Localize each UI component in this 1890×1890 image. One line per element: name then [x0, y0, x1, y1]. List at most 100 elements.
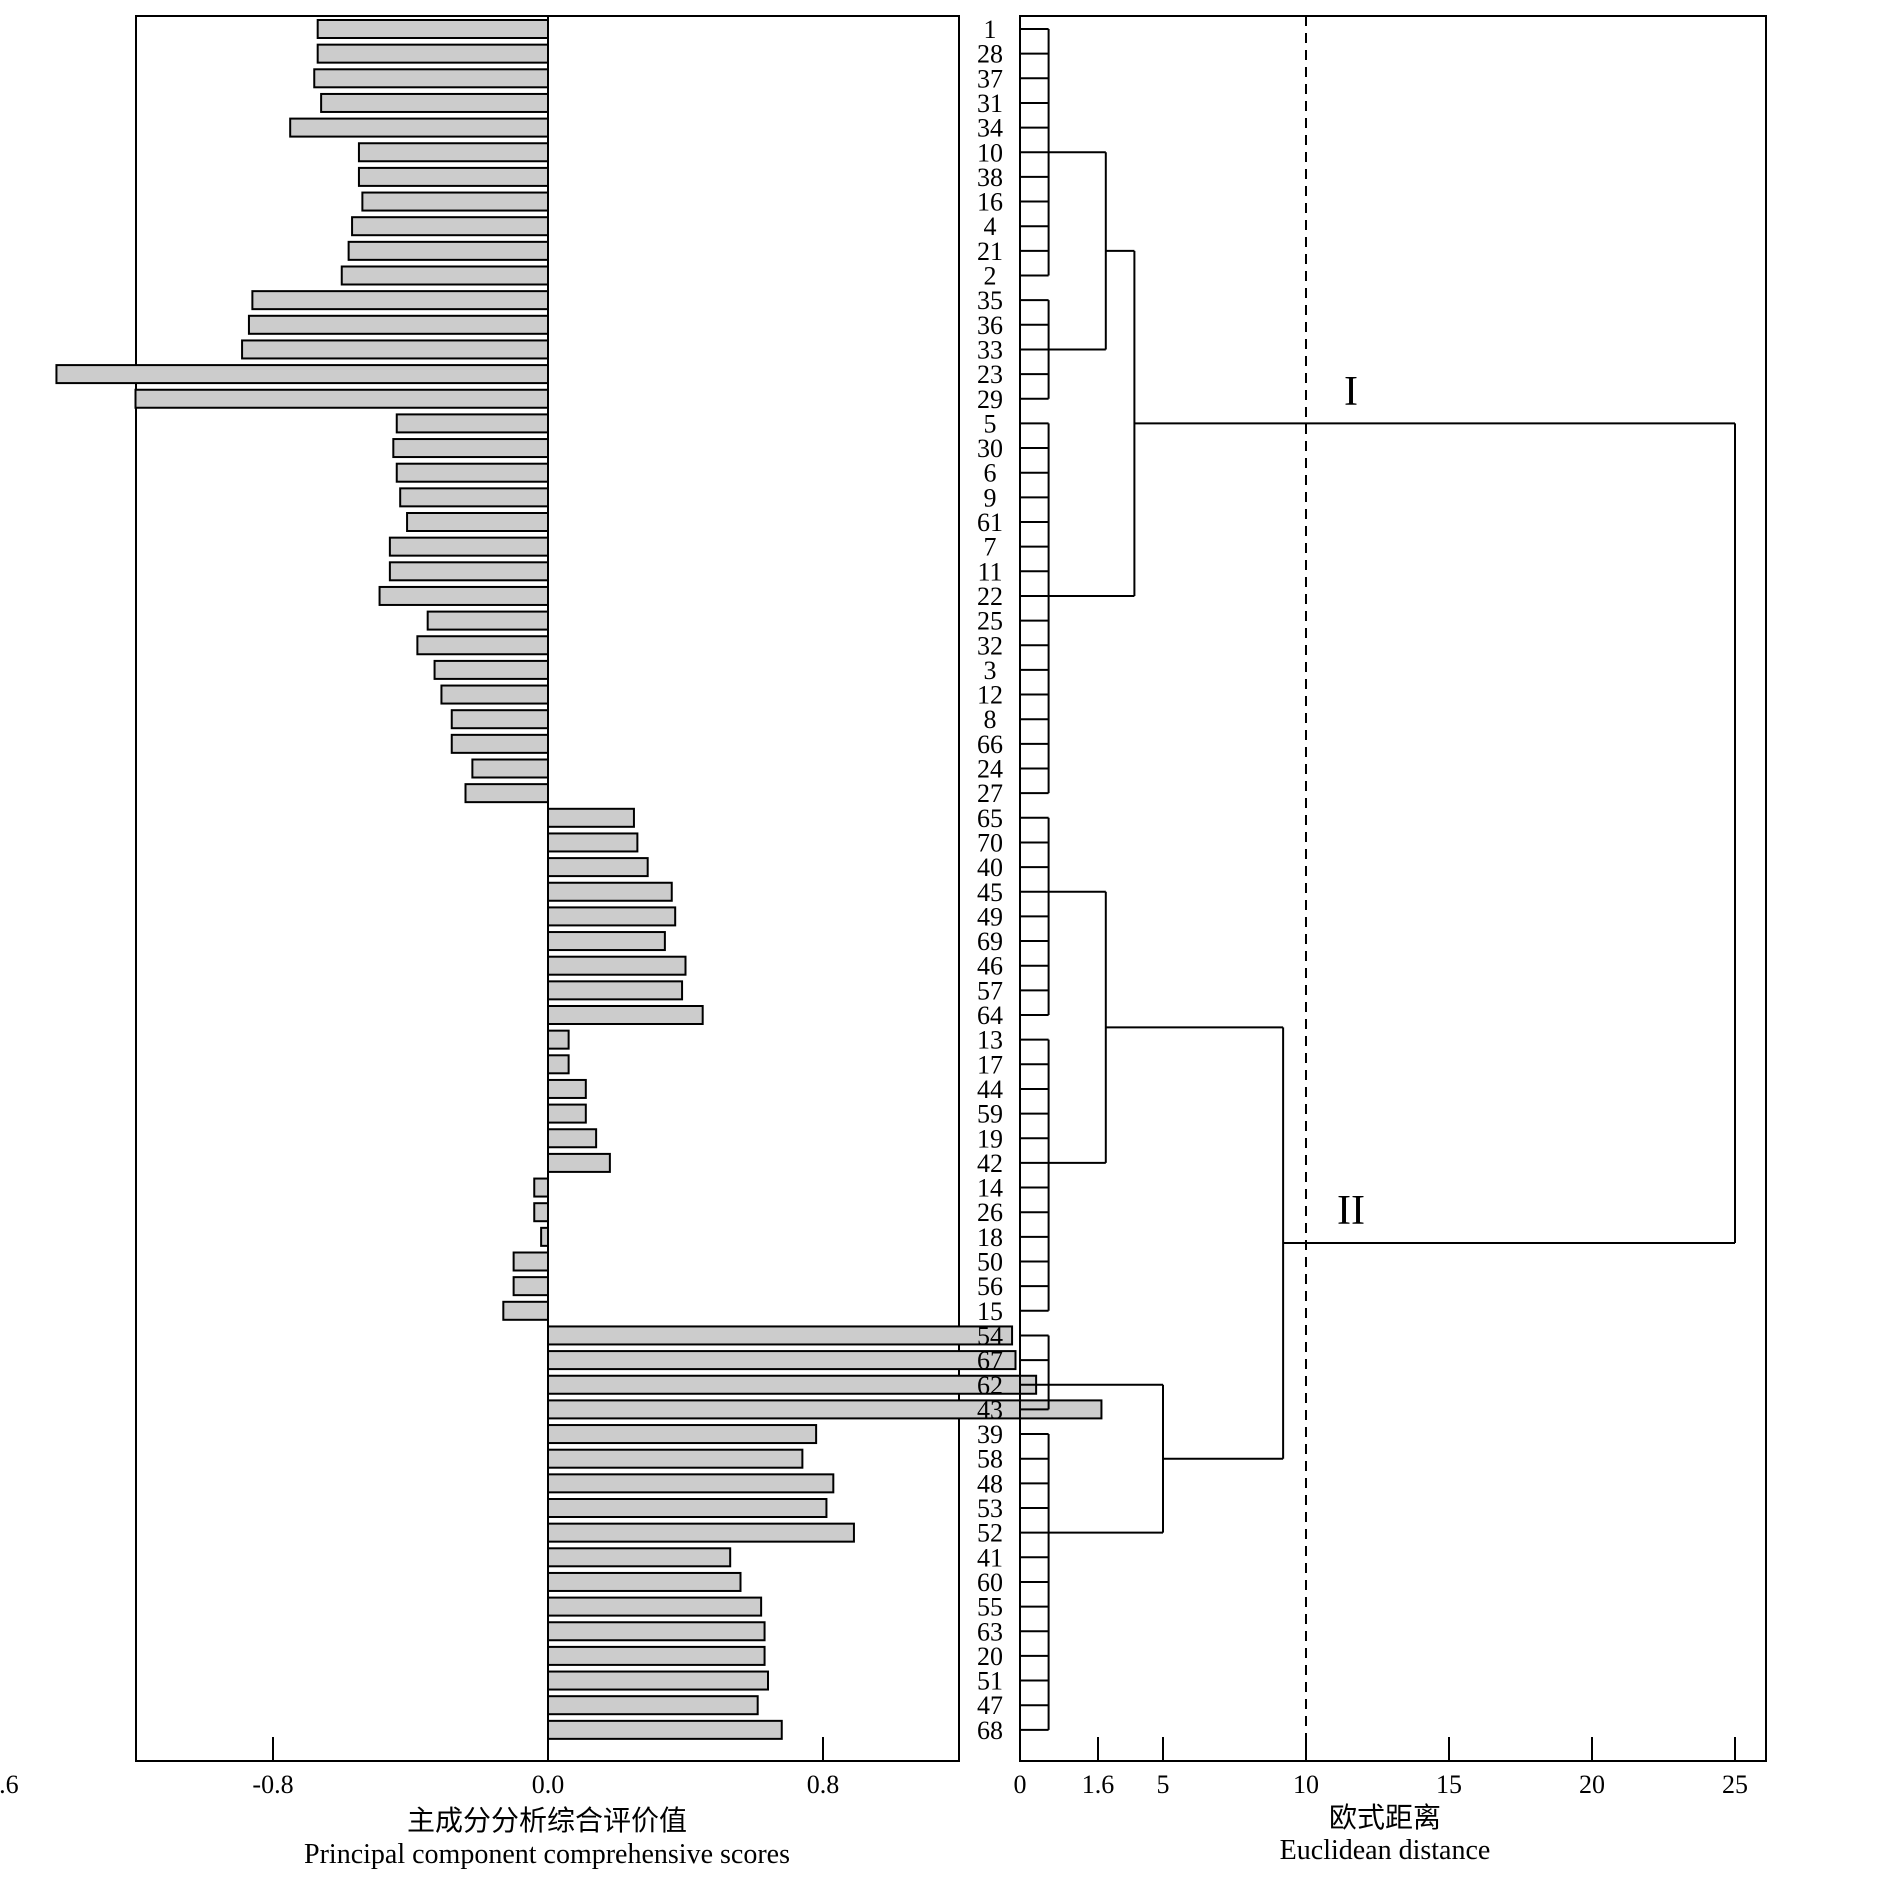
bar-xlabel-en: Principal component comprehensive scores	[304, 1839, 790, 1870]
bar-66	[450, 733, 549, 754]
bar-33	[241, 339, 549, 360]
bar-43	[547, 1399, 1103, 1420]
bar-49	[547, 906, 677, 927]
leaf-label-6: 6	[984, 459, 997, 488]
bar-4	[351, 216, 549, 237]
bar-16	[361, 191, 549, 212]
leaf-label-48: 48	[977, 1469, 1003, 1498]
leaf-label-51: 51	[977, 1667, 1003, 1696]
leaf-label-58: 58	[977, 1445, 1003, 1474]
leaf-label-62: 62	[977, 1371, 1003, 1400]
bar-54	[547, 1325, 1014, 1346]
bar-70	[547, 832, 639, 853]
bar-63	[547, 1621, 766, 1642]
bar-52	[547, 1522, 855, 1543]
bar-26	[533, 1202, 549, 1223]
dendro-tick-label: 10	[1293, 1770, 1319, 1799]
bar-25	[426, 610, 549, 631]
bar-51	[547, 1670, 769, 1691]
leaf-label-12: 12	[977, 681, 1003, 710]
bar-30	[392, 438, 549, 459]
leaf-label-46: 46	[977, 952, 1003, 981]
leaf-label-11: 11	[977, 557, 1002, 586]
leaf-label-30: 30	[977, 434, 1003, 463]
bar-57	[547, 980, 684, 1001]
dendrogram-panel: 0 5 10 15 20 25 III 欧式距离 Euclidean distance	[1014, 15, 1767, 1866]
bar-39	[547, 1424, 818, 1445]
leaf-label-52: 52	[977, 1519, 1003, 1548]
bar-24	[471, 758, 549, 779]
leaf-label-4: 4	[984, 212, 997, 241]
leaf-label-68: 68	[977, 1716, 1003, 1745]
leaf-label-49: 49	[977, 902, 1003, 931]
leaf-label-50: 50	[977, 1248, 1003, 1277]
dendrogram-x-ticks: 0 5 10 15 20 25	[1014, 1737, 1748, 1799]
leaf-label-32: 32	[977, 631, 1003, 660]
leaf-label-28: 28	[977, 40, 1003, 69]
bar-53	[547, 1498, 828, 1518]
dendrogram-frame	[1019, 15, 1767, 1762]
leaf-label-18: 18	[977, 1223, 1003, 1252]
bar-13	[547, 1029, 570, 1050]
leaf-label-41: 41	[977, 1543, 1003, 1572]
bar-tick-label: 0.8	[807, 1770, 840, 1799]
leaf-label-9: 9	[984, 483, 997, 512]
bar-44	[547, 1078, 587, 1099]
bar-61	[406, 512, 549, 532]
leaf-label-27: 27	[977, 779, 1003, 808]
bar-18	[540, 1226, 549, 1247]
leaf-label-38: 38	[977, 163, 1003, 192]
bar-tick-label: 0.0	[532, 1770, 565, 1799]
leaf-label-column: 1283731341038164212353633232953069617112…	[977, 15, 1003, 1745]
bar-62	[547, 1374, 1038, 1395]
leaf-label-2: 2	[984, 262, 997, 291]
bar-68	[547, 1719, 783, 1740]
leaf-label-37: 37	[977, 64, 1003, 93]
leaf-label-70: 70	[977, 828, 1003, 857]
bar-60	[547, 1571, 742, 1592]
cluster-labels: III	[1337, 369, 1365, 1234]
bar-45	[547, 881, 673, 902]
bar-tick-label: 1.6	[1082, 1770, 1115, 1799]
bar-8	[450, 709, 549, 730]
bar-7	[388, 536, 549, 557]
leaf-label-20: 20	[977, 1642, 1003, 1671]
leaf-label-65: 65	[977, 804, 1003, 833]
leaf-label-35: 35	[977, 286, 1003, 315]
bar-9	[399, 487, 549, 508]
leaf-label-5: 5	[984, 409, 997, 438]
bar-1	[316, 19, 549, 39]
bar-34	[289, 117, 549, 138]
leaf-label-36: 36	[977, 311, 1003, 340]
leaf-label-3: 3	[984, 656, 997, 685]
leaf-label-29: 29	[977, 385, 1003, 414]
bar-42	[547, 1152, 611, 1173]
leaf-label-43: 43	[977, 1395, 1003, 1424]
leaf-label-19: 19	[977, 1124, 1003, 1153]
dendrogram-links	[1020, 28, 1736, 1731]
leaf-label-31: 31	[977, 89, 1003, 118]
bar-tick-label: -0.8	[252, 1770, 293, 1799]
leaf-label-17: 17	[977, 1050, 1003, 1079]
bar-14	[533, 1177, 549, 1198]
bar-10	[357, 142, 549, 163]
leaf-label-63: 63	[977, 1617, 1003, 1646]
bar-48	[547, 1473, 835, 1494]
bar-28	[316, 43, 549, 64]
leaf-label-7: 7	[984, 533, 997, 562]
dendro-tick-label: 25	[1722, 1770, 1748, 1799]
leaf-label-55: 55	[977, 1593, 1003, 1622]
leaf-label-15: 15	[977, 1297, 1003, 1326]
bar-58	[547, 1448, 804, 1469]
bar-12	[440, 684, 549, 705]
leaf-label-56: 56	[977, 1272, 1003, 1301]
leaf-label-13: 13	[977, 1026, 1003, 1055]
bar-21	[347, 240, 549, 261]
leaf-label-64: 64	[977, 1001, 1003, 1030]
bar-40	[547, 857, 649, 878]
bar-37	[313, 68, 549, 89]
leaf-label-67: 67	[977, 1346, 1003, 1375]
leaf-label-60: 60	[977, 1568, 1003, 1597]
dendro-xlabel-en: Euclidean distance	[1280, 1835, 1491, 1866]
